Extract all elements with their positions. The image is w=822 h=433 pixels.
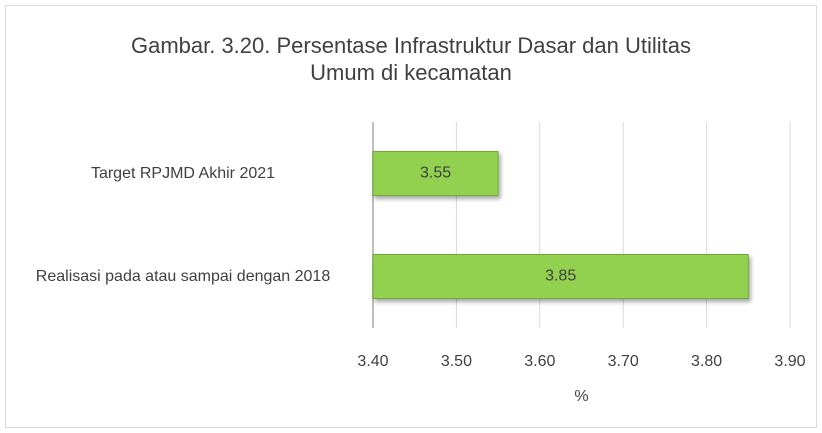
y-tick-label: Target RPJMD Akhir 2021 [90,164,276,182]
x-tick-label: 3.90 [774,353,805,370]
x-tick-label: 3.70 [608,353,639,370]
bar [372,151,499,196]
x-tick-label: 3.50 [441,353,472,370]
chart-frame [5,5,817,428]
y-tick-label: Realisasi pada atau sampai dengan 2018 [35,267,331,285]
x-tick-label: 3.60 [524,353,555,370]
data-label: 3.55 [420,165,451,182]
bar [372,254,749,299]
x-axis-label: % [574,388,588,405]
chart-title: Gambar. 3.20. Persentase Infrastruktur D… [130,33,692,85]
data-label: 3.85 [545,268,576,285]
x-tick-label: 3.40 [357,353,388,370]
x-tick-label: 3.80 [691,353,722,370]
